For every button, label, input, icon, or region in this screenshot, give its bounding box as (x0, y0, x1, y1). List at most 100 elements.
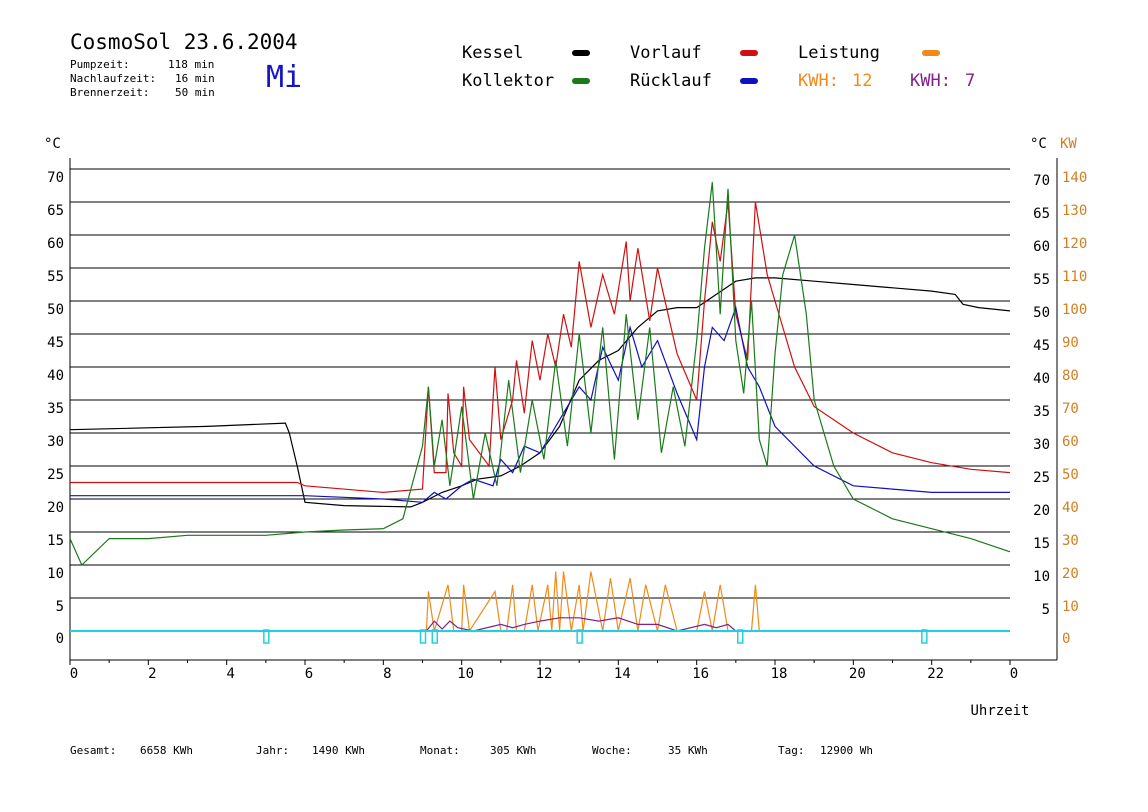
y-tick-label-power: 140 (1062, 170, 1087, 186)
brenner-time-value: 50 min (175, 86, 215, 99)
pump-time-label: Pumpzeit: (70, 58, 130, 71)
y-tick-label-power: 0 (1062, 631, 1070, 647)
y-tick-label-left: 35 (47, 401, 64, 417)
y-tick-label-left: 20 (47, 500, 64, 516)
footer-jahr-label: Jahr: (256, 744, 290, 757)
y-tick-label-right: 30 (1033, 437, 1050, 453)
nachlauf-time-label: Nachlaufzeit: (70, 72, 157, 85)
y-tick-label-left: 55 (47, 269, 64, 285)
legend-kessel-swatch (572, 50, 590, 56)
y-tick-label-left: 40 (47, 368, 64, 384)
footer-gesamt-label: Gesamt: (70, 744, 117, 757)
y-tick-label-right: 55 (1033, 272, 1050, 288)
series-line-leistung (425, 571, 775, 633)
footer-monat-value: 305 KWh (490, 744, 537, 757)
legend-vorlauf-label: Vorlauf (630, 43, 702, 63)
footer-tag-label: Tag: (778, 744, 805, 757)
y-tick-label-left: 30 (47, 434, 64, 450)
x-tick-label: 10 (457, 666, 474, 682)
chart-title: CosmoSol 23.6.2004 (70, 30, 298, 54)
y-tick-label-right: 45 (1033, 338, 1050, 354)
x-tick-label: 4 (226, 666, 234, 682)
y-tick-label-left: 10 (47, 566, 64, 582)
brenner-time-label: Brennerzeit: (70, 86, 150, 99)
y-tick-label-right: 35 (1033, 404, 1050, 420)
legend-kwh-orange-value: 12 (852, 71, 873, 91)
series-line-leistung-2 (425, 617, 737, 632)
y-tick-label-power: 120 (1062, 236, 1087, 252)
y-tick-label-left: 45 (47, 335, 64, 351)
y-tick-label-power: 90 (1062, 335, 1079, 351)
y-tick-label-right: 50 (1033, 305, 1050, 321)
y-tick-label-right: 20 (1033, 503, 1050, 519)
y-tick-label-power: 130 (1062, 203, 1087, 219)
x-tick-label: 2 (148, 666, 156, 682)
y-tick-label-left: 50 (47, 302, 64, 318)
footer-gesamt-value: 6658 KWh (140, 744, 193, 757)
y-tick-label-power: 100 (1062, 302, 1087, 318)
y-tick-label-left: 0 (56, 631, 64, 647)
legend-ruecklauf-swatch (740, 78, 758, 84)
weekday-label: Mi (266, 60, 303, 95)
series-line-vorlauf (70, 201, 1011, 494)
legend-kwh-purple-label: KWH: (910, 71, 951, 91)
y-tick-label-right: 65 (1033, 206, 1050, 222)
legend-kollektor-label: Kollektor (462, 71, 555, 91)
y-tick-label-right: 10 (1033, 569, 1050, 585)
y-tick-label-power: 10 (1062, 599, 1079, 615)
x-tick-label: 16 (692, 666, 709, 682)
y-tick-label-power: 50 (1062, 467, 1079, 483)
y-tick-label-power: 70 (1062, 401, 1079, 417)
y-axis-title-power: KW (1060, 136, 1077, 152)
y-axis-title-left: °C (44, 136, 61, 152)
y-tick-label-power: 60 (1062, 434, 1079, 450)
x-tick-label: 0 (1010, 666, 1018, 682)
footer-woche-label: Woche: (592, 744, 632, 757)
legend-kessel-label: Kessel (462, 43, 524, 63)
footer-jahr-value: 1490 KWh (312, 744, 365, 757)
pump-marker (576, 629, 583, 644)
y-tick-label-right: 5 (1042, 602, 1050, 618)
pump-time-value: 118 min (168, 58, 215, 71)
y-tick-label-right: 25 (1033, 470, 1050, 486)
x-tick-label: 18 (771, 666, 788, 682)
y-tick-label-left: 65 (47, 203, 64, 219)
footer-tag-value: 12900 Wh (820, 744, 873, 757)
legend-kollektor-swatch (572, 78, 590, 84)
legend-kwh-orange-label: KWH: (798, 71, 839, 91)
y-tick-label-left: 70 (47, 170, 64, 186)
x-tick-label: 8 (383, 666, 391, 682)
x-tick-label: 22 (927, 666, 944, 682)
y-tick-label-power: 110 (1062, 269, 1087, 285)
pump-marker (737, 629, 744, 644)
y-tick-label-left: 5 (56, 599, 64, 615)
x-tick-label: 20 (849, 666, 866, 682)
pump-marker (419, 629, 427, 644)
legend-ruecklauf-label: Rücklauf (630, 71, 712, 91)
y-tick-label-right: 70 (1033, 173, 1050, 189)
x-tick-label: 14 (614, 666, 631, 682)
y-tick-label-left: 15 (47, 533, 64, 549)
x-tick-label: 12 (536, 666, 553, 682)
y-tick-label-power: 20 (1062, 566, 1079, 582)
x-tick-label: 0 (70, 666, 78, 682)
y-tick-label-left: 25 (47, 467, 64, 483)
legend-leistung-label: Leistung (798, 43, 880, 63)
series-line-kollektor (69, 182, 1011, 567)
y-tick-label-left: 60 (47, 236, 64, 252)
y-tick-label-power: 80 (1062, 368, 1079, 384)
series-line-r-cklauf (70, 305, 1010, 503)
pump-marker (431, 629, 438, 644)
y-tick-label-right: 15 (1033, 536, 1050, 552)
y-tick-label-right: 40 (1033, 371, 1050, 387)
x-tick-label: 6 (305, 666, 313, 682)
pump-marker (921, 629, 928, 644)
legend-leistung-swatch (922, 50, 940, 56)
nachlauf-time-value: 16 min (175, 72, 215, 85)
y-tick-label-power: 30 (1062, 533, 1079, 549)
x-axis-title: Uhrzeit (970, 703, 1029, 719)
y-axis-title-right: °C (1030, 136, 1047, 152)
footer-woche-value: 35 KWh (668, 744, 708, 757)
y-tick-label-right: 60 (1033, 239, 1050, 255)
pump-marker (263, 629, 270, 644)
